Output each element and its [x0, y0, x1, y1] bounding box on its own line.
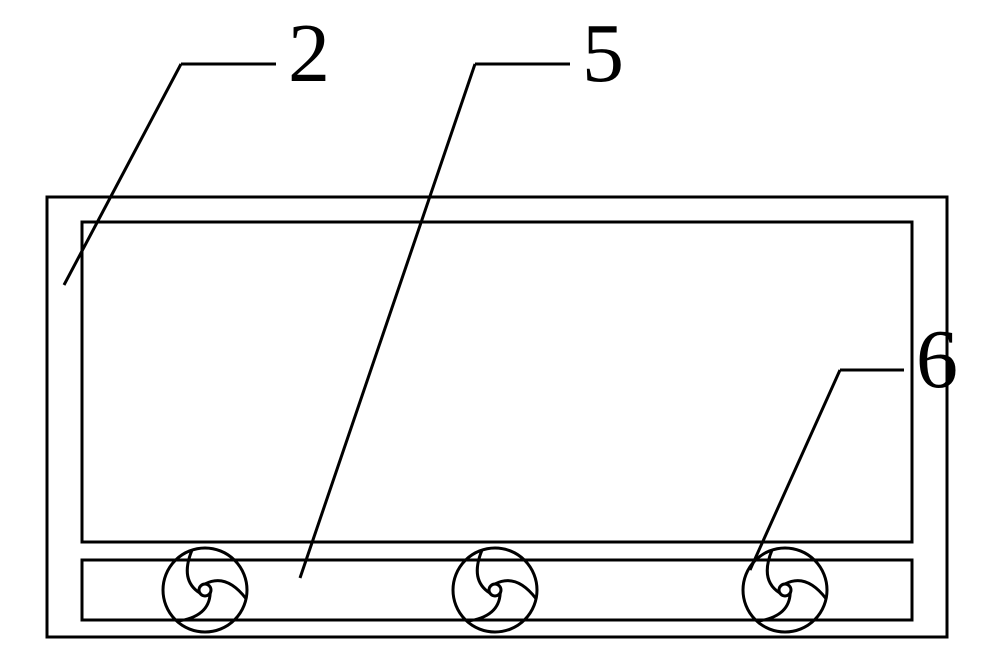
bottom-band [82, 560, 912, 620]
leader-line [64, 64, 181, 285]
diagram-svg [0, 0, 1000, 661]
callout-label-6: 6 [916, 318, 958, 402]
leader-line [300, 64, 475, 578]
leader-line [750, 370, 840, 570]
callout-label-2: 2 [288, 12, 330, 96]
inner-chamber [82, 222, 912, 542]
callout-label-5: 5 [582, 12, 624, 96]
outer-housing [47, 197, 947, 637]
diagram-canvas: 2 5 6 [0, 0, 1000, 661]
